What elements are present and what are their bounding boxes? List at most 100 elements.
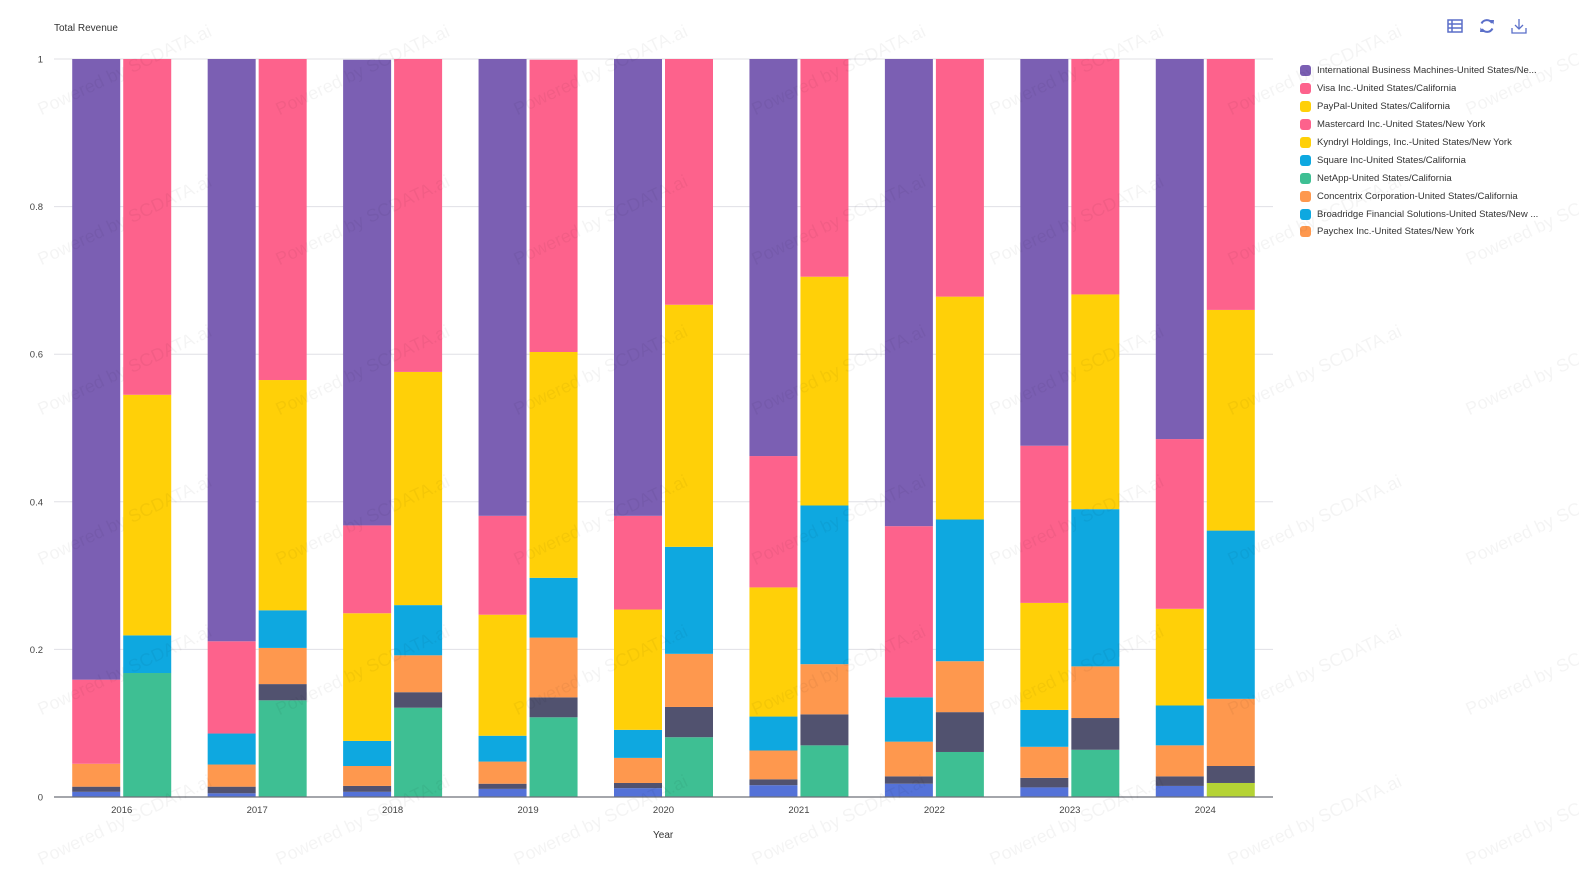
legend-item[interactable]: International Business Machines-United S… xyxy=(1300,62,1570,80)
bar-segment[interactable] xyxy=(749,587,798,717)
bar-segment[interactable] xyxy=(614,729,662,758)
bar-segment[interactable] xyxy=(343,791,392,797)
legend-item[interactable]: PayPal-United States/California xyxy=(1300,98,1570,116)
bar-segment[interactable] xyxy=(123,673,172,797)
refresh-button[interactable] xyxy=(1476,15,1498,37)
bar-segment[interactable] xyxy=(123,635,172,674)
bar-segment[interactable] xyxy=(935,751,984,797)
bar-segment[interactable] xyxy=(1206,698,1255,767)
bar-segment[interactable] xyxy=(749,716,798,751)
bar-segment[interactable] xyxy=(1020,602,1069,710)
bar-segment[interactable] xyxy=(343,613,392,741)
table-view-button[interactable] xyxy=(1444,15,1466,37)
bar-segment[interactable] xyxy=(1155,439,1204,609)
bar-segment[interactable] xyxy=(935,59,984,297)
legend-item[interactable]: Kyndryl Holdings, Inc.-United States/New… xyxy=(1300,134,1570,152)
bar-segment[interactable] xyxy=(1155,608,1204,706)
bar-segment[interactable] xyxy=(1206,309,1255,531)
bar-segment[interactable] xyxy=(207,793,256,797)
bar-segment[interactable] xyxy=(394,692,443,708)
bar-segment[interactable] xyxy=(123,59,172,395)
bar-segment[interactable] xyxy=(478,788,527,797)
bar-segment[interactable] xyxy=(478,783,527,789)
bar-segment[interactable] xyxy=(1020,746,1069,778)
bar-segment[interactable] xyxy=(478,515,527,615)
bar-segment[interactable] xyxy=(258,610,307,648)
bar-segment[interactable] xyxy=(529,59,578,352)
bar-segment[interactable] xyxy=(884,776,933,784)
bar-segment[interactable] xyxy=(394,605,443,656)
bar-segment[interactable] xyxy=(749,456,798,588)
bar-segment[interactable] xyxy=(72,786,121,792)
bar-segment[interactable] xyxy=(1071,294,1120,510)
bar-segment[interactable] xyxy=(884,526,933,698)
bar-segment[interactable] xyxy=(478,59,527,516)
bar-segment[interactable] xyxy=(529,637,578,698)
bar-segment[interactable] xyxy=(394,707,443,797)
bar-segment[interactable] xyxy=(529,717,578,797)
bar-segment[interactable] xyxy=(207,641,256,734)
legend-item[interactable]: Concentrix Corporation-United States/Cal… xyxy=(1300,187,1570,205)
bar-segment[interactable] xyxy=(394,371,443,606)
legend-item[interactable]: Visa Inc.-United States/California xyxy=(1300,80,1570,98)
bar-segment[interactable] xyxy=(749,59,798,457)
bar-segment[interactable] xyxy=(749,750,798,780)
bar-segment[interactable] xyxy=(665,304,713,547)
bar-segment[interactable] xyxy=(478,614,527,736)
bar-segment[interactable] xyxy=(800,505,849,665)
bar-segment[interactable] xyxy=(749,779,798,786)
bar-segment[interactable] xyxy=(258,684,307,701)
bar-segment[interactable] xyxy=(258,380,307,611)
bar-segment[interactable] xyxy=(207,733,256,765)
bar-segment[interactable] xyxy=(258,59,307,381)
bar-segment[interactable] xyxy=(800,714,849,746)
bar-segment[interactable] xyxy=(478,735,527,762)
bar-segment[interactable] xyxy=(884,741,933,777)
bar-segment[interactable] xyxy=(1206,766,1255,783)
bar-segment[interactable] xyxy=(1071,59,1120,295)
download-button[interactable] xyxy=(1508,15,1530,37)
legend-item[interactable]: Broadridge Financial Solutions-United St… xyxy=(1300,205,1570,223)
bar-segment[interactable] xyxy=(935,661,984,713)
bar-segment[interactable] xyxy=(935,296,984,520)
bar-segment[interactable] xyxy=(1071,509,1120,667)
bar-segment[interactable] xyxy=(1020,777,1069,788)
bar-segment[interactable] xyxy=(343,525,392,614)
bar-segment[interactable] xyxy=(614,515,662,610)
bar-segment[interactable] xyxy=(1155,705,1204,746)
bar-segment[interactable] xyxy=(665,546,713,654)
legend-item[interactable]: NetApp-United States/California xyxy=(1300,169,1570,187)
legend-item[interactable]: Mastercard Inc.-United States/New York xyxy=(1300,116,1570,134)
bar-segment[interactable] xyxy=(884,59,933,527)
bar-segment[interactable] xyxy=(614,757,662,783)
bar-segment[interactable] xyxy=(935,519,984,662)
bar-segment[interactable] xyxy=(394,655,443,693)
bar-segment[interactable] xyxy=(123,394,172,636)
bar-segment[interactable] xyxy=(1071,666,1120,719)
bar-segment[interactable] xyxy=(1071,718,1120,750)
bar-segment[interactable] xyxy=(72,679,121,764)
bar-segment[interactable] xyxy=(614,782,662,789)
bar-segment[interactable] xyxy=(1155,745,1204,777)
bar-segment[interactable] xyxy=(72,59,121,680)
bar-segment[interactable] xyxy=(800,664,849,715)
bar-segment[interactable] xyxy=(800,59,849,277)
bar-segment[interactable] xyxy=(614,59,662,516)
bar-segment[interactable] xyxy=(614,609,662,730)
bar-segment[interactable] xyxy=(529,351,578,578)
bar-segment[interactable] xyxy=(529,697,578,718)
bar-segment[interactable] xyxy=(884,783,933,797)
bar-segment[interactable] xyxy=(665,653,713,707)
bar-segment[interactable] xyxy=(1020,787,1069,797)
bar-segment[interactable] xyxy=(935,712,984,752)
bar-segment[interactable] xyxy=(343,59,392,526)
bar-segment[interactable] xyxy=(529,577,578,638)
bar-segment[interactable] xyxy=(258,647,307,685)
bar-segment[interactable] xyxy=(800,745,849,797)
bar-segment[interactable] xyxy=(800,276,849,506)
legend-item[interactable]: Paychex Inc.-United States/New York xyxy=(1300,223,1570,241)
bar-segment[interactable] xyxy=(394,59,443,372)
bar-segment[interactable] xyxy=(207,59,256,642)
bar-segment[interactable] xyxy=(665,737,713,797)
bar-segment[interactable] xyxy=(1206,59,1255,310)
